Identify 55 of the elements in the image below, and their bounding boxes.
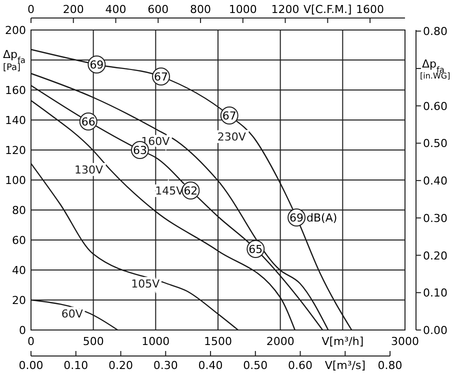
x-tick-label: 500 [82,335,104,348]
x2-tick-label: 1200 [271,3,300,16]
text: V[m³/s] [324,359,366,372]
x2-tick-label: 800 [190,3,212,16]
annotation: 69 [290,212,304,224]
annotation: dB(A) [306,212,338,224]
annotation: 65 [248,243,263,256]
text: 0.80 [378,359,402,372]
y-axis-title: Δp$_{fa}$ [Pa] [3,48,26,73]
y-tick-label: 60 [12,234,26,247]
y-tick-label: 200 [5,24,26,37]
y-tick-label: 40 [12,264,26,277]
y-tick-label: 20 [12,294,26,307]
y2-tick-label: 0.80 [423,25,448,38]
y-tick-label: 140 [5,114,26,127]
y-tick-label: 100 [5,174,26,187]
x2-tick-label: 0 [28,3,34,16]
x-tick-label: 2000 [266,335,294,348]
text: 0.40 [198,359,223,372]
y2-tick-label: 0.30 [423,212,448,225]
y-tick-label: 80 [12,204,26,217]
y-tick-label: 0 [19,324,26,337]
annotation: 69 [90,58,104,72]
x2-axis-title: V[C.F.M.] [303,3,352,16]
x-tick-label: 1000 [142,335,170,348]
text: 0.50 [243,359,268,372]
y2-tick-label: 0.00 [423,324,448,337]
annotation: 63 [132,144,147,157]
y2-axis-title: Δp$_{fa}$ [in.WG] [420,57,450,80]
annotation: 66 [81,116,96,128]
series-label: 60V [61,308,84,320]
annotation: 67 [222,110,236,122]
text: 0.00 [18,359,44,372]
x-axis-title: V[m³/h] [322,335,364,348]
text: 0.20 [108,359,134,372]
annotation: 62 [184,184,198,198]
x2-tick-label: 1000 [228,3,257,16]
x-tick-label: 0 [28,335,34,348]
y2-tick-label: 0.50 [423,137,448,150]
y-tick-label: 120 [5,144,26,157]
x2-tick-label: 200 [62,3,84,16]
y2-tick-label: 0.10 [423,286,448,300]
annotation: 67 [154,70,168,84]
y-tick-label: 160 [5,84,26,97]
text: 0.60 [288,359,313,372]
x-tick-label: 1500 [204,335,232,348]
x2-tick-label: 400 [105,3,126,16]
text: 0.10 [64,359,88,372]
y2-tick-label: 0.60 [423,100,448,113]
text: 0.30 [153,359,178,372]
x2-tick-label: 1600 [356,3,384,16]
x-tick-label: 3000 [391,335,419,348]
x2-tick-label: 600 [148,3,169,16]
y2-tick-label: 0.40 [423,174,448,188]
y2-tick-label: 0.20 [423,249,448,262]
